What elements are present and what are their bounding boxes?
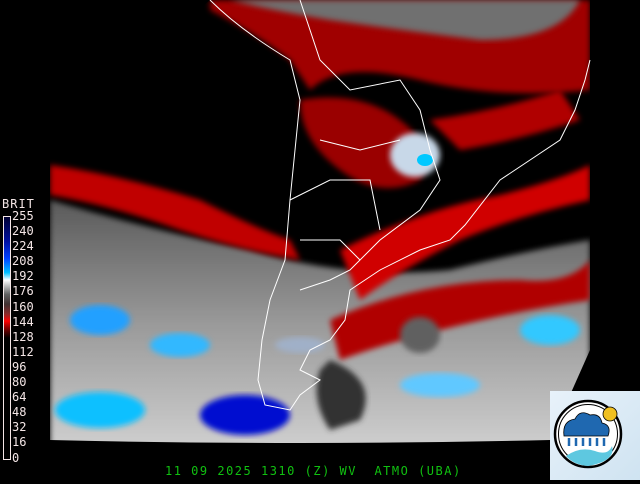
image-caption: 11 09 2025 1310 (Z) WV ATMO (UBA) <box>165 464 462 478</box>
satellite-disk <box>50 0 590 443</box>
colorbar-label: 176 <box>12 284 34 299</box>
colorbar-label: 48 <box>12 405 27 420</box>
colorbar-label: 32 <box>12 420 27 435</box>
colorbar-label: 160 <box>12 299 34 314</box>
colorbar-label: 112 <box>12 344 34 359</box>
colorbar-label: 96 <box>12 359 27 374</box>
caption-zone: (Z) <box>304 464 331 478</box>
atmo-logo <box>550 391 640 480</box>
caption-time: 1310 <box>260 464 296 478</box>
colorbar <box>3 216 11 460</box>
colorbar-label: 128 <box>12 329 34 344</box>
colorbar-label: 224 <box>12 239 34 254</box>
colorbar-label: 255 <box>12 209 34 223</box>
colorbar-labels: 255 240 224 208 192 176 160 144 128 112 … <box>12 209 34 466</box>
colorbar-label: 208 <box>12 254 34 269</box>
colorbar-label: 0 <box>12 450 20 465</box>
weather-cloud-rain-sun-logo-icon <box>553 399 623 469</box>
colorbar-label: 144 <box>12 314 34 329</box>
colorbar-label: 240 <box>12 224 34 239</box>
caption-date: 11 09 2025 <box>165 464 253 478</box>
colorbar-label: 64 <box>12 390 27 405</box>
colorbar-label: 80 <box>12 375 27 390</box>
caption-channel: WV <box>339 464 357 478</box>
coastlines <box>209 0 591 411</box>
caption-source: ATMO (UBA) <box>374 464 462 478</box>
colorbar-title: BRIT <box>2 197 35 211</box>
colorbar-label: 192 <box>12 269 34 284</box>
colorbar-label: 16 <box>12 435 27 450</box>
